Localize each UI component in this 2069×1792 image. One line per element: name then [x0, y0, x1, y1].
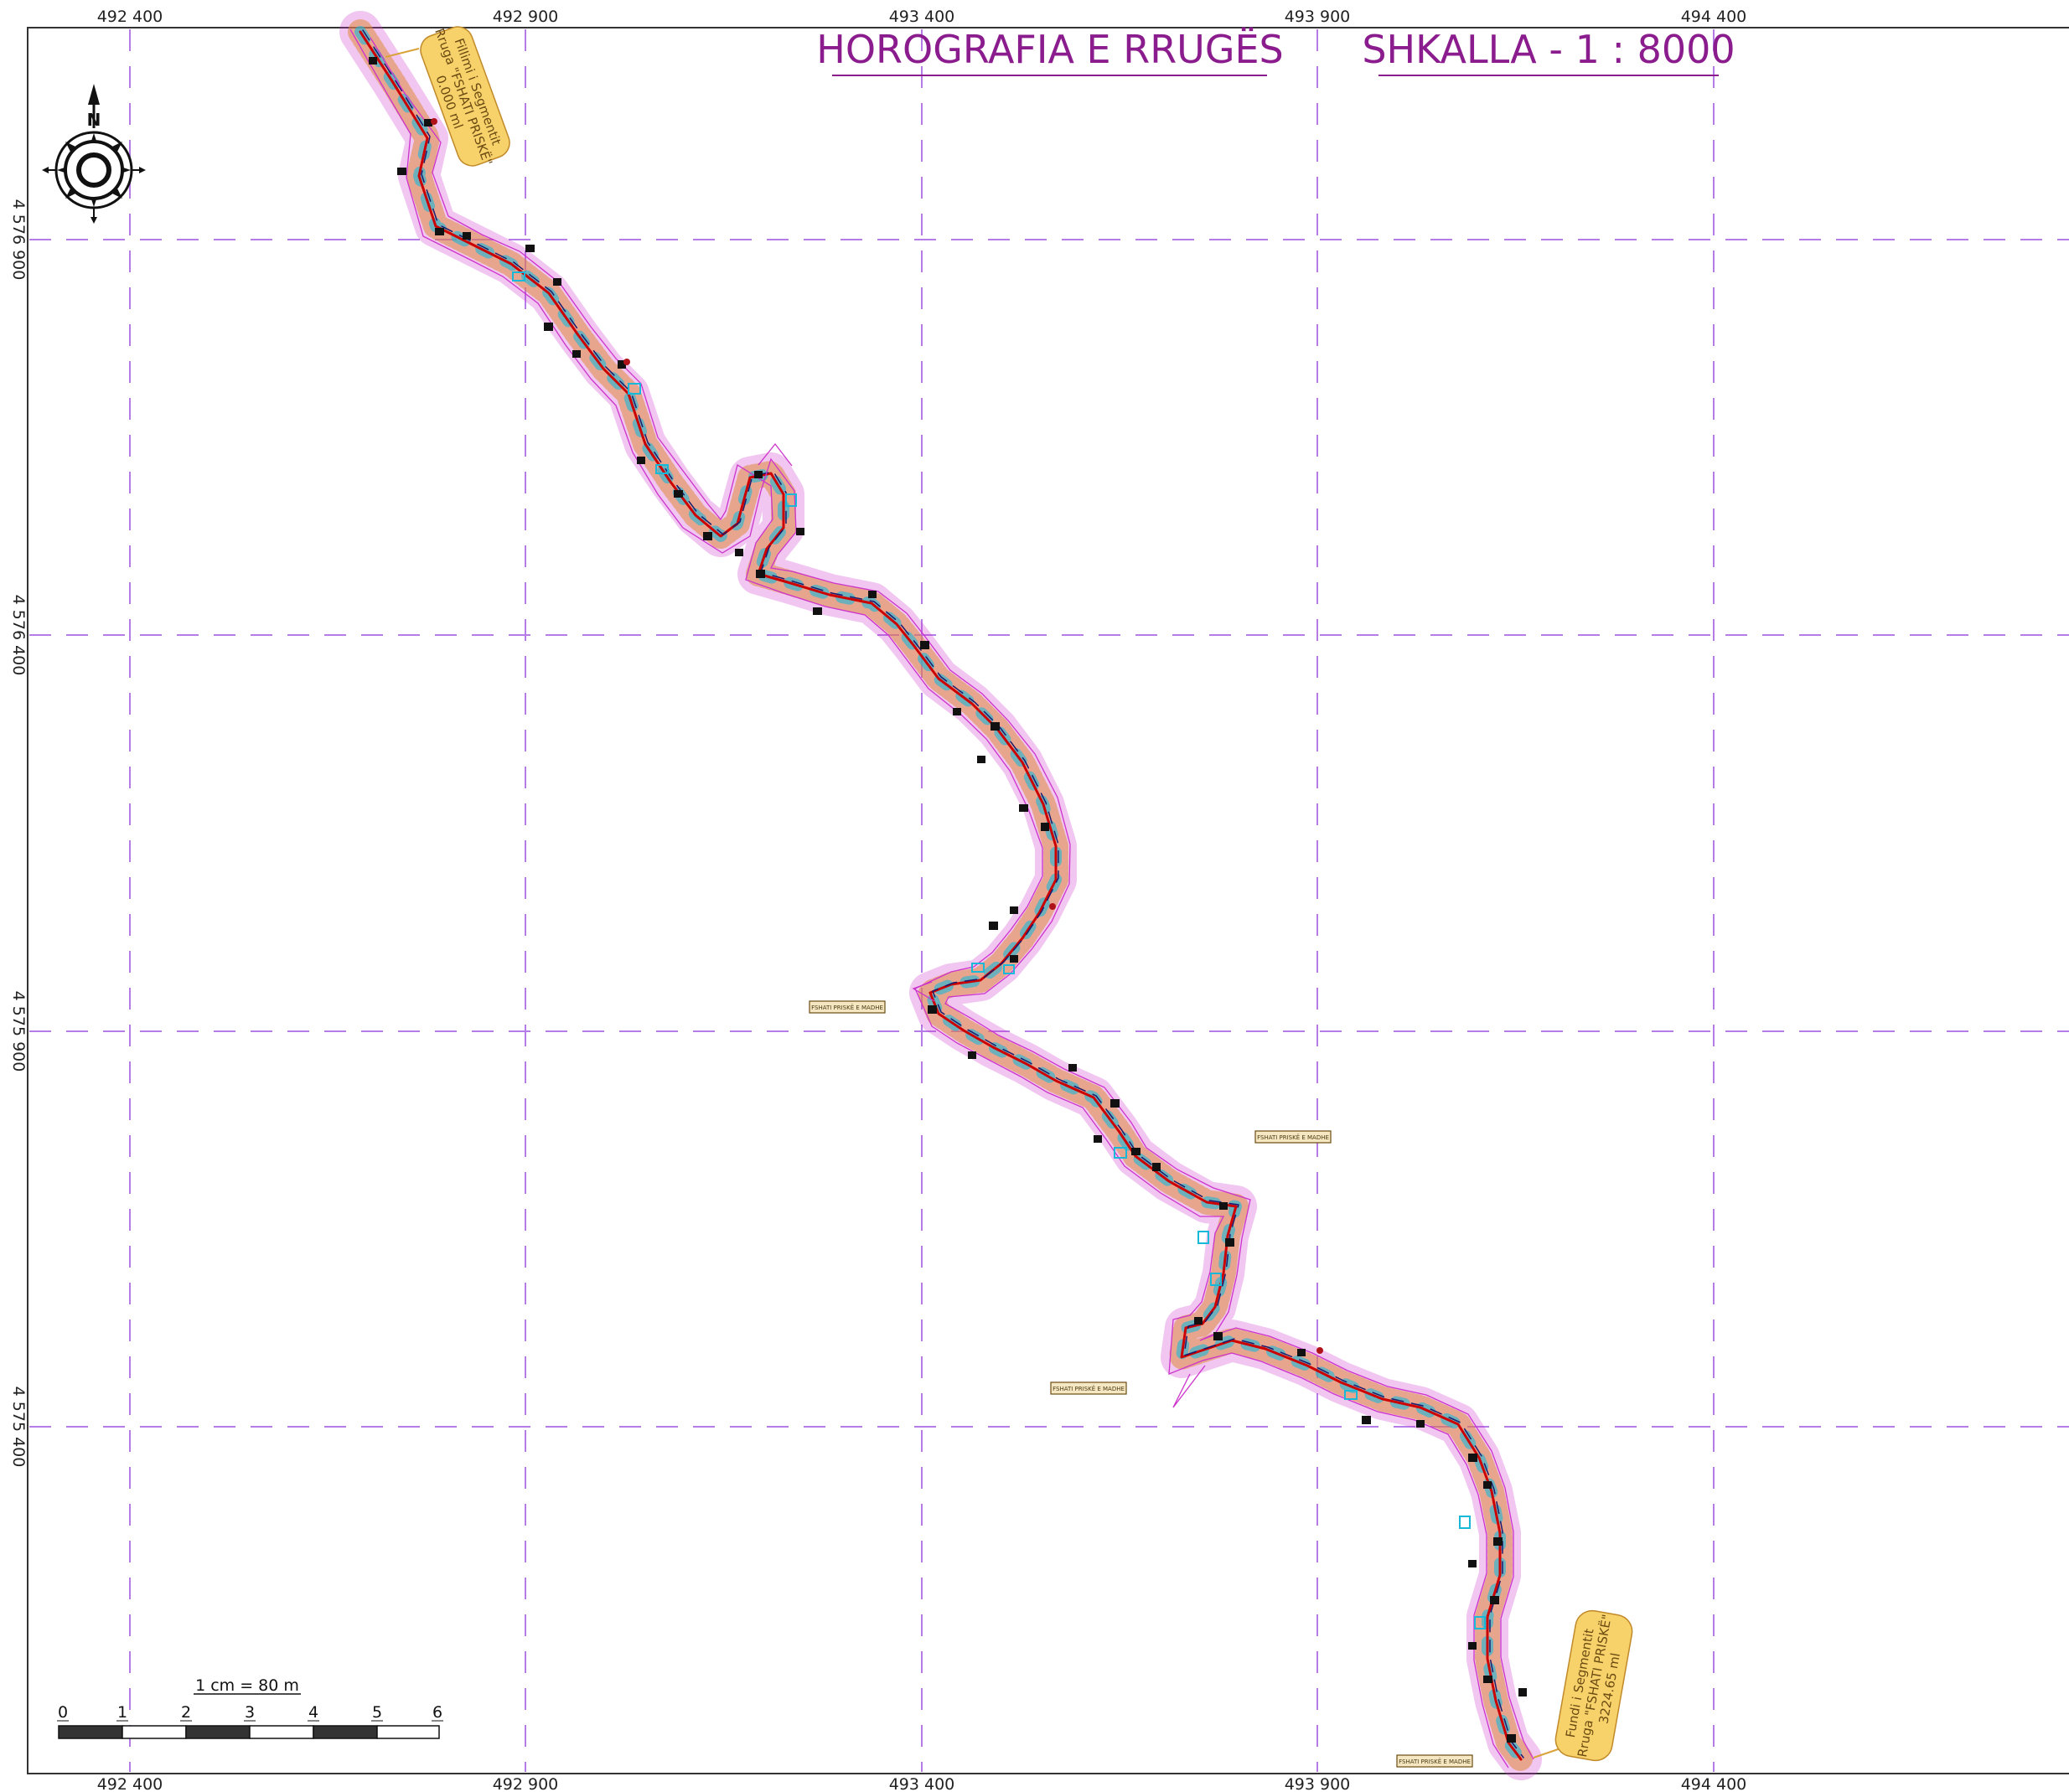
grid-y-label: 4 575 400 [9, 1387, 28, 1468]
control-points [431, 118, 1323, 1354]
svg-text:FSHATI PRISKË E MADHE: FSHATI PRISKË E MADHE [1257, 1134, 1329, 1141]
svg-text:3: 3 [245, 1703, 255, 1722]
north-arrow-icon: N [42, 84, 146, 224]
map-title: HOROGRAFIA E RRUGËS [816, 27, 1283, 72]
road-corridor [339, 11, 1542, 1780]
grid-x-label-top: 494 400 [1681, 8, 1747, 26]
coordinate-grid [29, 29, 2069, 1772]
grid-x-label-top: 492 400 [97, 8, 163, 26]
scale-bar-unit: 1 cm = 80 m [195, 1676, 299, 1695]
svg-text:FSHATI PRISKË E MADHE: FSHATI PRISKË E MADHE [811, 1004, 883, 1011]
svg-text:6: 6 [432, 1703, 442, 1722]
svg-text:1: 1 [117, 1703, 127, 1722]
village-label: FSHATI PRISKË E MADHE [1396, 1754, 1473, 1768]
grid-x-label-bottom: 493 900 [1285, 1775, 1351, 1792]
svg-text:5: 5 [372, 1703, 382, 1722]
svg-text:FSHATI PRISKË E MADHE: FSHATI PRISKË E MADHE [1399, 1758, 1471, 1765]
grid-y-label: 4 576 400 [9, 595, 28, 676]
grid-y-label: 4 575 900 [9, 991, 28, 1072]
svg-text:0: 0 [58, 1703, 68, 1722]
svg-text:N: N [87, 110, 101, 130]
drainage-markers [512, 271, 1486, 1629]
village-label: FSHATI PRISKË E MADHE [809, 1000, 886, 1014]
village-label: FSHATI PRISKË E MADHE [1050, 1381, 1127, 1395]
grid-y-label: 4 576 900 [9, 199, 28, 281]
scale-title: SHKALLA - 1 : 8000 [1362, 27, 1735, 72]
village-label: FSHATI PRISKË E MADHE [1254, 1130, 1332, 1144]
corridor-boundary [349, 28, 1534, 1769]
grid-x-label-top: 493 900 [1285, 8, 1351, 26]
grid-x-label-top: 493 400 [889, 8, 955, 26]
grid-x-label-bottom: 492 400 [97, 1775, 163, 1792]
curve-spikes [758, 442, 1206, 1408]
grid-x-label-bottom: 493 400 [889, 1775, 955, 1792]
svg-text:4: 4 [308, 1703, 318, 1722]
svg-text:FSHATI PRISKË E MADHE: FSHATI PRISKË E MADHE [1053, 1385, 1125, 1392]
svg-text:2: 2 [181, 1703, 191, 1722]
grid-x-label-bottom: 492 900 [493, 1775, 559, 1792]
scale-bar: 1 cm = 80 m 0 1 2 3 4 5 6 [57, 1676, 443, 1739]
grid-x-label-bottom: 494 400 [1681, 1775, 1747, 1792]
grid-x-label-top: 492 900 [493, 8, 559, 26]
road-feature-markers [369, 57, 1527, 1743]
